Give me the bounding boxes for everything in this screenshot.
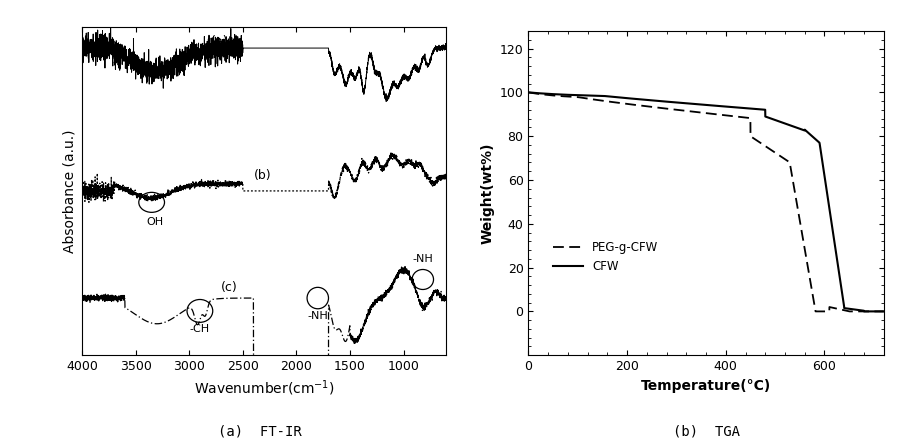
PEG-g-CFW [810, 309, 821, 314]
PEG-g-CFW [674, 107, 685, 113]
CFW [878, 309, 889, 314]
CFW [674, 100, 685, 105]
PEG-g-CFW [585, 96, 596, 102]
X-axis label: Temperature(°C): Temperature(°C) [641, 379, 771, 392]
PEG-g-CFW [833, 306, 844, 312]
PEG-g-CFW [871, 309, 882, 314]
Text: (b)  TGA: (b) TGA [672, 424, 740, 438]
Text: -NH: -NH [413, 254, 434, 264]
CFW [563, 92, 574, 98]
X-axis label: Wavenumber(cm$^{-1}$): Wavenumber(cm$^{-1}$) [194, 379, 334, 398]
Text: (c): (c) [221, 281, 238, 294]
Y-axis label: Weight(wt%): Weight(wt%) [480, 143, 494, 244]
Line: CFW: CFW [528, 92, 884, 311]
CFW [833, 266, 844, 271]
Line: PEG-g-CFW: PEG-g-CFW [528, 92, 884, 311]
PEG-g-CFW [563, 94, 574, 99]
Text: -NH: -NH [307, 312, 328, 321]
Text: OH: OH [147, 217, 163, 227]
Y-axis label: Absorbance (a.u.): Absorbance (a.u.) [63, 129, 77, 253]
Text: (a): (a) [210, 35, 228, 48]
CFW [858, 309, 869, 314]
CFW [660, 99, 670, 104]
Text: (b): (b) [253, 170, 271, 182]
PEG-g-CFW [523, 90, 534, 95]
PEG-g-CFW [878, 309, 889, 314]
Text: -CH: -CH [189, 325, 210, 334]
CFW [585, 93, 596, 98]
PEG-g-CFW [660, 106, 670, 111]
Text: (a)  FT-IR: (a) FT-IR [218, 424, 302, 438]
CFW [871, 309, 882, 314]
Legend: PEG-g-CFW, CFW: PEG-g-CFW, CFW [548, 237, 663, 278]
CFW [523, 90, 534, 95]
